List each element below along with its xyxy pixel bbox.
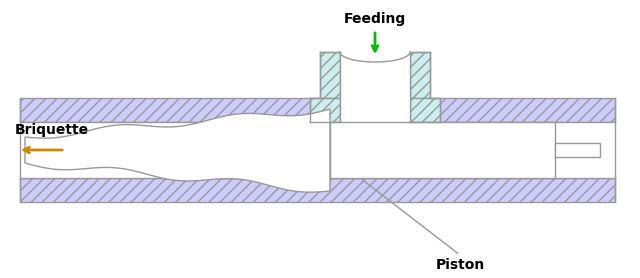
Polygon shape xyxy=(25,109,330,192)
Bar xyxy=(310,98,340,122)
Text: Piston: Piston xyxy=(435,258,484,272)
Bar xyxy=(20,122,615,178)
Text: Feeding: Feeding xyxy=(344,12,406,26)
Bar xyxy=(20,178,615,202)
Text: Briquette: Briquette xyxy=(15,123,89,137)
Bar xyxy=(555,143,600,157)
Bar xyxy=(410,52,430,98)
Bar xyxy=(20,98,615,122)
Bar xyxy=(330,122,555,178)
Bar xyxy=(410,98,440,122)
Bar xyxy=(340,52,410,122)
Bar xyxy=(320,52,340,98)
